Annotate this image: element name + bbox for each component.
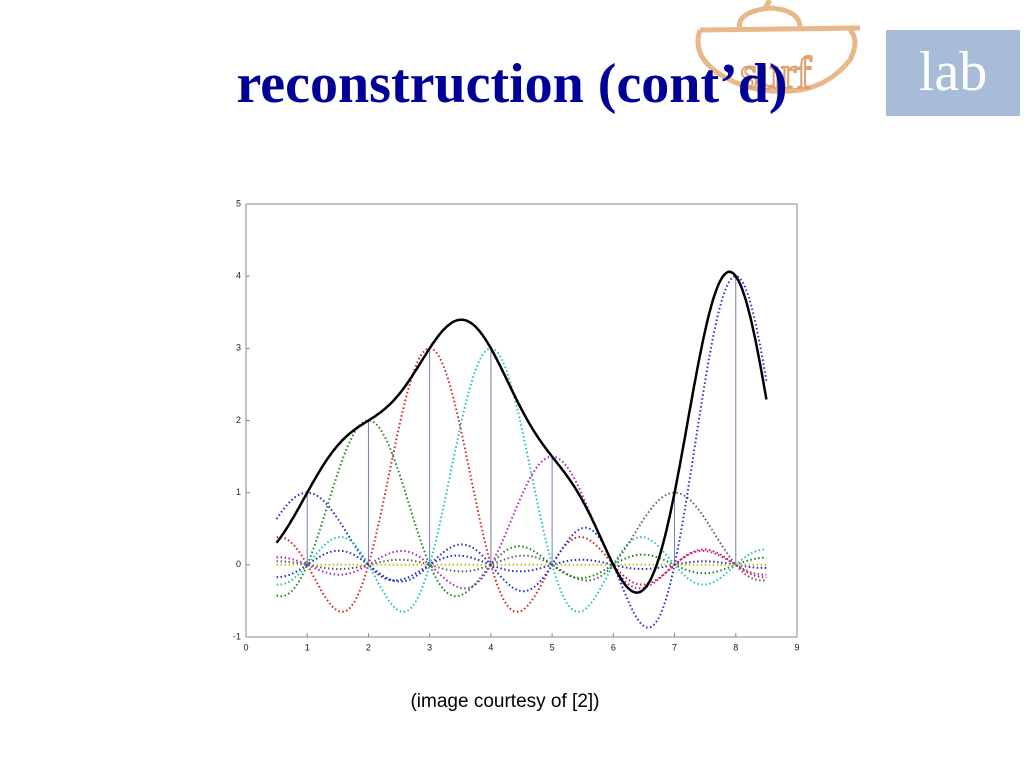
x-tick-label: 4 [488,642,493,652]
logo-surf: surf [740,47,812,98]
x-tick-label: 1 [305,642,310,652]
y-tick-label: 1 [236,487,241,497]
x-tick-label: 5 [550,642,555,652]
sinc-curve [275,491,767,582]
x-tick-label: 2 [366,642,371,652]
logo: surf lab [695,0,1020,116]
x-tick-label: 0 [243,642,248,652]
logo-pot [695,0,861,94]
x-tick-label: 7 [672,642,677,652]
sinc-curve [276,491,767,582]
y-tick-label: 4 [236,271,241,281]
x-tick-label: 9 [794,642,799,652]
reconstruction-curve [275,270,768,594]
y-tick-label: 3 [236,343,241,353]
sinc-curve [276,455,767,590]
caption: (image courtesy of [2]) [410,691,599,712]
logo-box [886,30,1020,116]
sinc-curve [276,275,768,629]
y-tick-label: 2 [236,415,241,425]
sinc-curve [276,347,767,613]
y-tick-label: -1 [233,631,241,641]
sinc-curve [276,347,767,613]
logo-lab: lab [919,41,987,103]
x-tick-label: 3 [427,642,432,652]
y-tick-label: 5 [236,198,241,208]
y-tick-label: 0 [236,559,241,569]
x-tick-label: 6 [611,642,616,652]
slide-title: reconstruction (cont’d) [236,53,787,115]
x-tick-label: 8 [733,642,738,652]
